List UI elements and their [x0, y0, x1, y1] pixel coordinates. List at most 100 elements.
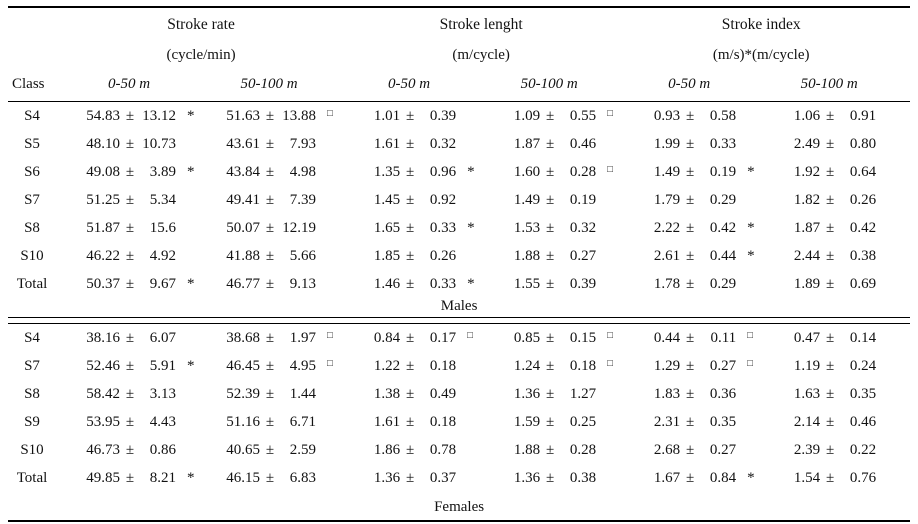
sd-value: 0.64 — [849, 163, 877, 180]
mean-value: 1.01 — [373, 107, 401, 124]
mean-value: 40.65 — [226, 441, 260, 458]
sd-value: 7.39 — [289, 191, 316, 208]
mean-value: 1.59 — [513, 413, 541, 430]
mean-value: 0.85 — [513, 329, 541, 346]
sd-value: 0.86 — [149, 441, 176, 458]
mean-value: 2.68 — [653, 441, 681, 458]
significance-flag — [185, 408, 210, 436]
plus-minus-sign: ± — [125, 219, 135, 236]
mean-value: 1.55 — [513, 275, 541, 292]
distance-header: 0-50 m — [350, 70, 491, 102]
males-caption-row: Males — [8, 298, 911, 318]
significance-flag — [325, 130, 350, 158]
distance-header: 0-50 m — [630, 70, 771, 102]
significance-flag — [885, 408, 910, 436]
significance-flag: □ — [605, 324, 630, 353]
mean-value: 1.87 — [513, 135, 541, 152]
males-section: S4 54.83 ±13.12 * 51.63 ±13.88 □ 1.01 ±0.39 1.09 ±… — [8, 102, 911, 318]
plus-minus-sign: ± — [826, 247, 835, 264]
significance-flag — [465, 130, 490, 158]
plus-minus-sign: ± — [125, 275, 135, 292]
significance-flag — [465, 186, 490, 214]
class-cell: S4 — [24, 329, 40, 346]
mean-value: 46.45 — [226, 357, 260, 374]
sd-value: 0.37 — [429, 469, 457, 486]
plus-minus-sign: ± — [686, 329, 695, 346]
significance-flag — [465, 408, 490, 436]
sd-value: 2.59 — [289, 441, 316, 458]
sd-value: 0.46 — [569, 135, 597, 152]
sd-value: 15.6 — [149, 219, 176, 236]
section-divider — [8, 317, 911, 324]
mean-value: 1.24 — [513, 357, 541, 374]
significance-flag — [885, 158, 910, 186]
sd-value: 7.93 — [289, 135, 316, 152]
mean-value: 51.87 — [86, 219, 120, 236]
sd-value: 5.34 — [149, 191, 176, 208]
plus-minus-sign: ± — [545, 469, 555, 486]
plus-minus-sign: ± — [686, 413, 695, 430]
mean-value: 1.88 — [513, 247, 541, 264]
significance-flag — [605, 464, 630, 492]
plus-minus-sign: ± — [405, 107, 415, 124]
group-header-stroke-length: Stroke lenght — [439, 15, 523, 33]
class-cell: Total — [16, 469, 48, 486]
plus-minus-sign: ± — [125, 163, 135, 180]
sd-value: 0.29 — [709, 275, 737, 292]
square-flag-icon: □ — [327, 108, 333, 119]
table-row: S10 46.73 ±0.86 40.65 ±2.59 1.86 ±0.78 1.88 ±0.2… — [8, 436, 910, 464]
significance-flag — [185, 186, 210, 214]
plus-minus-sign: ± — [686, 107, 695, 124]
mean-value: 2.44 — [793, 247, 821, 264]
sd-value: 0.18 — [569, 357, 597, 374]
mean-value: 50.07 — [226, 219, 260, 236]
star-flag-icon: * — [187, 107, 195, 124]
distance-header: 50-100 m — [490, 70, 631, 102]
mean-value: 43.61 — [226, 135, 260, 152]
mean-value: 1.19 — [793, 357, 821, 374]
sd-value: 0.18 — [429, 357, 457, 374]
mean-value: 1.09 — [513, 107, 541, 124]
significance-flag — [465, 436, 490, 464]
mean-value: 1.78 — [653, 275, 681, 292]
sd-value: 9.67 — [149, 275, 176, 292]
significance-flag — [745, 186, 770, 214]
significance-flag — [745, 270, 770, 298]
significance-flag — [605, 130, 630, 158]
class-cell: S10 — [20, 441, 44, 458]
mean-value: 38.16 — [86, 329, 120, 346]
mean-value: 1.89 — [793, 275, 821, 292]
plus-minus-sign: ± — [405, 329, 415, 346]
plus-minus-sign: ± — [826, 413, 835, 430]
plus-minus-sign: ± — [265, 163, 275, 180]
class-cell: S10 — [20, 247, 44, 264]
sd-value: 1.27 — [569, 385, 597, 402]
distance-header: 50-100 m — [770, 70, 911, 102]
plus-minus-sign: ± — [826, 107, 835, 124]
plus-minus-sign: ± — [545, 275, 555, 292]
sd-value: 0.22 — [849, 441, 877, 458]
sd-value: 0.26 — [849, 191, 877, 208]
distance-header: 0-50 m — [70, 70, 210, 102]
mean-value: 1.22 — [373, 357, 401, 374]
plus-minus-sign: ± — [545, 107, 555, 124]
mean-value: 51.16 — [226, 413, 260, 430]
square-flag-icon: □ — [747, 358, 753, 369]
mean-value: 1.87 — [793, 219, 821, 236]
plus-minus-sign: ± — [125, 135, 135, 152]
plus-minus-sign: ± — [686, 135, 695, 152]
plus-minus-sign: ± — [826, 441, 835, 458]
plus-minus-sign: ± — [545, 219, 555, 236]
star-flag-icon: * — [747, 163, 755, 180]
group-header-stroke-rate: Stroke rate — [167, 15, 235, 33]
sd-value: 0.49 — [429, 385, 457, 402]
significance-flag — [745, 436, 770, 464]
plus-minus-sign: ± — [686, 469, 695, 486]
mean-value: 38.68 — [226, 329, 260, 346]
measure-group-header-row: Stroke rate Stroke lenght Stroke index — [8, 7, 910, 41]
males-caption: Males — [8, 298, 911, 318]
mean-value: 1.83 — [653, 385, 681, 402]
plus-minus-sign: ± — [125, 469, 135, 486]
mean-value: 2.39 — [793, 441, 821, 458]
square-flag-icon: □ — [327, 330, 333, 341]
